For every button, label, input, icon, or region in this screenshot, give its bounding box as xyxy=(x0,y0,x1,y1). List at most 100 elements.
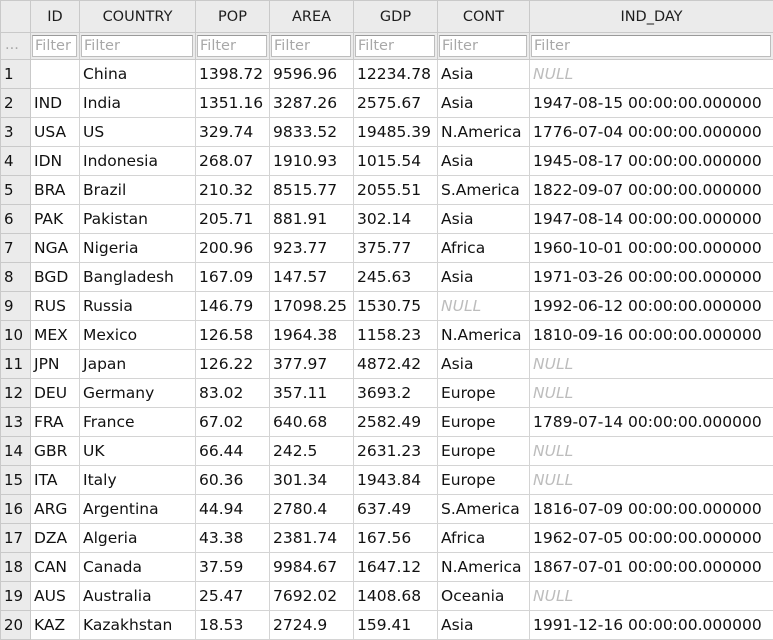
cell-country[interactable]: Pakistan xyxy=(79,204,196,234)
cell-pop[interactable]: 43.38 xyxy=(195,523,270,553)
row-number-cell[interactable]: 14 xyxy=(0,436,31,466)
cell-id[interactable]: USA xyxy=(30,117,80,147)
cell-area[interactable]: 357.11 xyxy=(269,378,354,408)
cell-pop[interactable]: 67.02 xyxy=(195,407,270,437)
cell-area[interactable]: 9984.67 xyxy=(269,552,354,582)
cell-cont[interactable]: Europe xyxy=(437,407,530,437)
cell-id[interactable]: NGA xyxy=(30,233,80,263)
cell-pop[interactable]: 44.94 xyxy=(195,494,270,524)
row-number-cell[interactable]: 12 xyxy=(0,378,31,408)
cell-cont[interactable]: Africa xyxy=(437,523,530,553)
filter-input-pop[interactable]: Filter xyxy=(197,34,267,57)
row-number-cell[interactable]: 3 xyxy=(0,117,31,147)
filter-input-cont[interactable]: Filter xyxy=(439,34,527,57)
cell-ind-day-null[interactable]: NULL xyxy=(529,59,773,89)
cell-cont[interactable]: Asia xyxy=(437,88,530,118)
table-row[interactable]: 13 FRA France 67.02 640.68 2582.49 Europe 1789-… xyxy=(0,407,773,437)
cell-gdp[interactable]: 12234.78 xyxy=(353,59,438,89)
cell-pop[interactable]: 126.22 xyxy=(195,349,270,379)
cell-cont[interactable]: Asia xyxy=(437,204,530,234)
row-number-cell[interactable]: 15 xyxy=(0,465,31,495)
column-header-country[interactable]: COUNTRY xyxy=(79,0,196,33)
filter-cell-country[interactable]: Filter xyxy=(79,32,196,60)
cell-pop[interactable]: 126.58 xyxy=(195,320,270,350)
table-row[interactable]: 6 PAK Pakistan 205.71 881.91 302.14 Asia 1947-0… xyxy=(0,204,773,234)
filter-cell-gdp[interactable]: Filter xyxy=(353,32,438,60)
cell-id[interactable]: AUS xyxy=(30,581,80,611)
table-row[interactable]: 2 IND India 1351.16 3287.26 2575.67 Asia 1947-0… xyxy=(0,88,773,118)
cell-pop[interactable]: 1351.16 xyxy=(195,88,270,118)
cell-pop[interactable]: 167.09 xyxy=(195,262,270,292)
cell-cont[interactable]: S.America xyxy=(437,494,530,524)
table-row[interactable]: 11 JPN Japan 126.22 377.97 4872.42 Asia NULL xyxy=(0,349,773,379)
cell-cont-null[interactable]: NULL xyxy=(437,291,530,321)
table-row[interactable]: 7 NGA Nigeria 200.96 923.77 375.77 Africa 1960-… xyxy=(0,233,773,263)
table-row[interactable]: 16 ARG Argentina 44.94 2780.4 637.49 S.America… xyxy=(0,494,773,524)
filter-cell-cont[interactable]: Filter xyxy=(437,32,530,60)
cell-id[interactable]: KAZ xyxy=(30,610,80,640)
table-row[interactable]: 17 DZA Algeria 43.38 2381.74 167.56 Africa 1962… xyxy=(0,523,773,553)
cell-gdp[interactable]: 1943.84 xyxy=(353,465,438,495)
table-row[interactable]: 5 BRA Brazil 210.32 8515.77 2055.51 S.America 1… xyxy=(0,175,773,205)
cell-country[interactable]: Australia xyxy=(79,581,196,611)
cell-area[interactable]: 2780.4 xyxy=(269,494,354,524)
cell-pop[interactable]: 83.02 xyxy=(195,378,270,408)
cell-ind-day[interactable]: 1810-09-16 00:00:00.000000 xyxy=(529,320,773,350)
cell-pop[interactable]: 205.71 xyxy=(195,204,270,234)
row-number-cell[interactable]: 13 xyxy=(0,407,31,437)
cell-ind-day[interactable]: 1789-07-14 00:00:00.000000 xyxy=(529,407,773,437)
cell-pop[interactable]: 37.59 xyxy=(195,552,270,582)
cell-gdp[interactable]: 2582.49 xyxy=(353,407,438,437)
cell-id[interactable]: RUS xyxy=(30,291,80,321)
cell-country[interactable]: Bangladesh xyxy=(79,262,196,292)
table-row[interactable]: 8 BGD Bangladesh 167.09 147.57 245.63 Asia 1971… xyxy=(0,262,773,292)
cell-pop[interactable]: 329.74 xyxy=(195,117,270,147)
row-number-cell[interactable]: 16 xyxy=(0,494,31,524)
row-number-cell[interactable]: 20 xyxy=(0,610,31,640)
cell-ind-day-null[interactable]: NULL xyxy=(529,378,773,408)
cell-cont[interactable]: N.America xyxy=(437,117,530,147)
cell-gdp[interactable]: 1158.23 xyxy=(353,320,438,350)
table-row[interactable]: 19 AUS Australia 25.47 7692.02 1408.68 Oceania… xyxy=(0,581,773,611)
cell-country[interactable]: Argentina xyxy=(79,494,196,524)
cell-area[interactable]: 17098.25 xyxy=(269,291,354,321)
cell-country[interactable]: Indonesia xyxy=(79,146,196,176)
cell-cont[interactable]: Europe xyxy=(437,378,530,408)
cell-area[interactable]: 1910.93 xyxy=(269,146,354,176)
column-header-gdp[interactable]: GDP xyxy=(353,0,438,33)
cell-pop[interactable]: 25.47 xyxy=(195,581,270,611)
row-number-cell[interactable]: 18 xyxy=(0,552,31,582)
row-number-cell[interactable]: 11 xyxy=(0,349,31,379)
table-row[interactable]: 15 ITA Italy 60.36 301.34 1943.84 Europe NULL xyxy=(0,465,773,495)
table-row[interactable]: 18 CAN Canada 37.59 9984.67 1647.12 N.America 1… xyxy=(0,552,773,582)
column-header-cont[interactable]: CONT xyxy=(437,0,530,33)
cell-country[interactable]: Japan xyxy=(79,349,196,379)
cell-pop[interactable]: 18.53 xyxy=(195,610,270,640)
cell-cont[interactable]: Asia xyxy=(437,262,530,292)
cell-area[interactable]: 9833.52 xyxy=(269,117,354,147)
cell-id[interactable]: GBR xyxy=(30,436,80,466)
filter-cell-ind-day[interactable]: Filter xyxy=(529,32,773,60)
cell-gdp[interactable]: 375.77 xyxy=(353,233,438,263)
cell-id[interactable]: MEX xyxy=(30,320,80,350)
cell-area[interactable]: 301.34 xyxy=(269,465,354,495)
cell-cont[interactable]: Asia xyxy=(437,610,530,640)
cell-country[interactable]: China xyxy=(79,59,196,89)
filter-cell-area[interactable]: Filter xyxy=(269,32,354,60)
cell-cont[interactable]: S.America xyxy=(437,175,530,205)
column-header-ind-day[interactable]: IND_DAY xyxy=(529,0,773,33)
cell-id[interactable]: PAK xyxy=(30,204,80,234)
cell-gdp[interactable]: 2631.23 xyxy=(353,436,438,466)
cell-area[interactable]: 1964.38 xyxy=(269,320,354,350)
table-row[interactable]: 1 China 1398.72 9596.96 12234.78 Asia NULL xyxy=(0,59,773,89)
cell-gdp[interactable]: 245.63 xyxy=(353,262,438,292)
cell-id[interactable]: DZA xyxy=(30,523,80,553)
cell-cont[interactable]: Asia xyxy=(437,59,530,89)
row-number-cell[interactable]: 2 xyxy=(0,88,31,118)
cell-id[interactable]: ITA xyxy=(30,465,80,495)
cell-ind-day-null[interactable]: NULL xyxy=(529,581,773,611)
cell-id[interactable]: IND xyxy=(30,88,80,118)
cell-pop[interactable]: 1398.72 xyxy=(195,59,270,89)
cell-country[interactable]: Russia xyxy=(79,291,196,321)
cell-gdp[interactable]: 3693.2 xyxy=(353,378,438,408)
